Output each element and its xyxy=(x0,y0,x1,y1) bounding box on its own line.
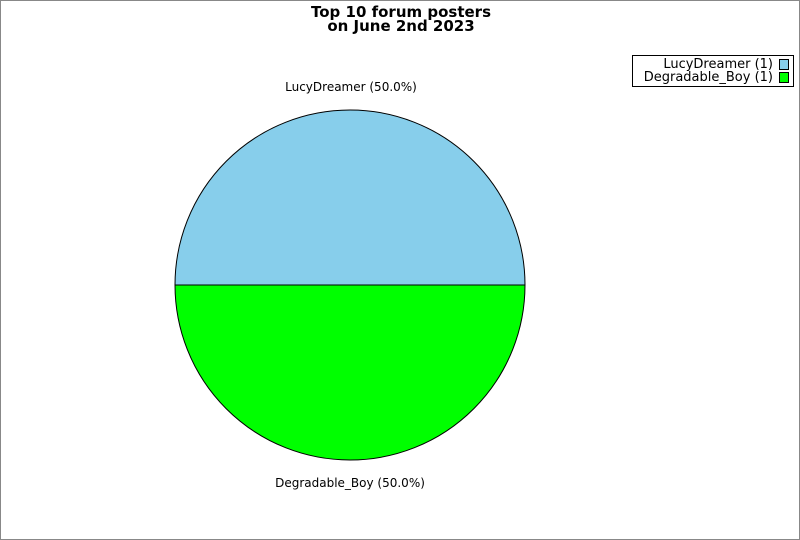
pie-slice-lucydreamer xyxy=(174,109,526,286)
legend-label: Degradable_Boy (1) xyxy=(643,70,773,85)
legend: LucyDreamer (1) Degradable_Boy (1) xyxy=(632,55,794,87)
slice-label-lucydreamer: LucyDreamer (50.0%) xyxy=(285,80,417,94)
legend-item-degradable-boy: Degradable_Boy (1) xyxy=(644,71,789,84)
legend-swatch xyxy=(779,59,789,70)
legend-swatch xyxy=(779,72,789,83)
slice-label-degradable-boy: Degradable_Boy (50.0%) xyxy=(275,476,425,490)
chart-title-line2: on June 2nd 2023 xyxy=(327,17,475,35)
legend-item-lucydreamer: LucyDreamer (1) xyxy=(663,58,789,71)
legend-label: LucyDreamer (1) xyxy=(663,57,773,72)
pie-slice-degradable-boy xyxy=(174,284,526,461)
chart-title-line1: Top 10 forum posters xyxy=(311,3,491,21)
